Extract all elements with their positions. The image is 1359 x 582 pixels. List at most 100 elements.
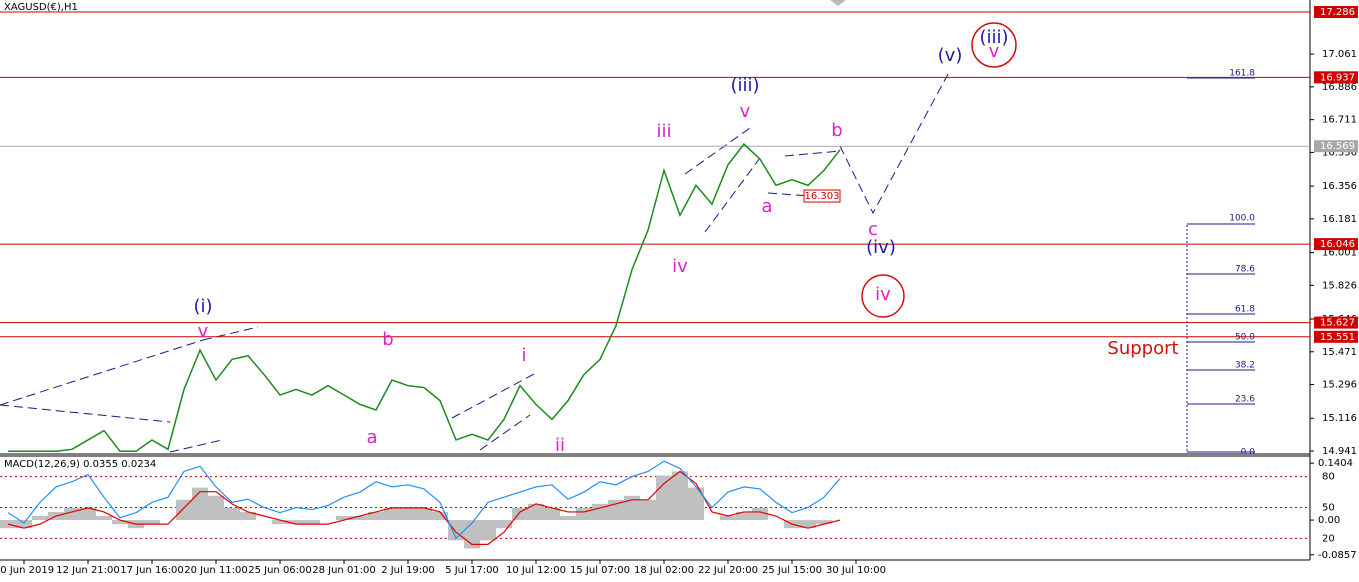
price-note-box xyxy=(803,189,841,203)
x-tick-label: 10 Jun 2019 xyxy=(0,565,54,576)
x-tick-label: 22 Jul 20:00 xyxy=(698,565,758,576)
histogram-bar xyxy=(544,507,560,521)
fib-label: 23.6 xyxy=(1235,395,1255,405)
histogram-bar xyxy=(736,511,752,521)
y-tick-label: 15.116 xyxy=(1322,413,1357,424)
x-tick-label: 25 Jul 15:00 xyxy=(762,565,822,576)
histogram-bar xyxy=(752,507,768,521)
x-tick-label: 20 Jun 11:00 xyxy=(184,565,248,576)
histogram-bar xyxy=(176,499,192,521)
histogram-bar xyxy=(352,516,368,521)
x-tick-label: 15 Jul 07:00 xyxy=(570,565,630,576)
histogram-bar xyxy=(144,520,160,525)
fib-label: 0.0 xyxy=(1241,448,1256,458)
level-label-box xyxy=(1314,238,1358,251)
histogram-bar xyxy=(688,487,704,521)
histogram-bar xyxy=(16,520,32,529)
level-label: 16.937 xyxy=(1320,72,1355,83)
y-tick-label: 15.296 xyxy=(1322,380,1357,391)
wave-label: v xyxy=(198,321,209,342)
wave-label: iv xyxy=(875,284,891,305)
histogram-bar xyxy=(272,520,288,525)
level-label: 15.627 xyxy=(1320,318,1355,329)
y-tick-label: 16.181 xyxy=(1322,214,1357,225)
y2-tick-label: 80 xyxy=(1322,472,1335,483)
fib-label: 78.6 xyxy=(1235,265,1255,275)
y-tick-label: 0.00 xyxy=(1318,515,1340,526)
level-label: 15.551 xyxy=(1320,332,1355,343)
histogram-bar xyxy=(640,499,656,521)
histogram-bar xyxy=(480,520,496,541)
histogram-bar xyxy=(208,495,224,521)
histogram-bar xyxy=(288,520,304,525)
histogram-bar xyxy=(576,507,592,521)
x-tick-label: 2 Jul 19:00 xyxy=(381,565,435,576)
y-tick-label: 16.001 xyxy=(1322,248,1357,259)
histogram-bar xyxy=(672,471,688,521)
wave-label: (iii) xyxy=(730,75,759,96)
indicator-line xyxy=(7,460,841,540)
wave-label: (iv) xyxy=(866,237,896,258)
histogram-bar xyxy=(32,516,48,521)
x-tick-label: 10 Jul 12:00 xyxy=(506,565,566,576)
wave-label: iv xyxy=(672,256,688,277)
wave-label: (i) xyxy=(193,296,212,317)
wave-label: a xyxy=(761,196,772,217)
histogram-bar xyxy=(112,520,128,525)
histogram-bar xyxy=(624,495,640,521)
wave-label: v xyxy=(740,101,751,122)
y2-tick-label: 20 xyxy=(1322,533,1335,544)
y-tick-label: 14.941 xyxy=(1322,446,1357,457)
trend-lines xyxy=(0,73,949,453)
level-label-box xyxy=(1314,330,1358,343)
histogram-bar xyxy=(560,516,576,521)
histogram-bar xyxy=(0,520,16,529)
x-tick-label: 18 Jul 02:00 xyxy=(634,565,694,576)
fib-label: 50.0 xyxy=(1235,333,1255,343)
x-tick-label: 5 Jul 17:00 xyxy=(445,565,499,576)
x-tick-label: 28 Jun 01:00 xyxy=(312,565,376,576)
wave-label: b xyxy=(831,120,842,141)
fib-grid xyxy=(1186,77,1255,453)
histogram-bar xyxy=(656,475,672,521)
y-tick-label: 16.536 xyxy=(1322,147,1357,158)
x-tick-label: 12 Jun 21:00 xyxy=(56,565,120,576)
wave-label: a xyxy=(366,427,377,448)
histogram-bar xyxy=(592,503,608,521)
histogram-bar xyxy=(336,516,352,521)
price-line xyxy=(8,143,841,452)
histogram-bar xyxy=(96,516,112,521)
wave-label: b xyxy=(382,329,393,350)
x-tick-label: 17 Jun 16:00 xyxy=(120,565,184,576)
level-label-box xyxy=(1314,140,1358,153)
y-tick-label: -0.0857 xyxy=(1318,550,1357,561)
y-tick-label: 16.711 xyxy=(1322,115,1357,126)
histogram-bar xyxy=(304,520,320,525)
scroll-marker xyxy=(830,0,846,6)
price-note: 16.303 xyxy=(805,191,840,202)
histogram-bar xyxy=(816,520,832,525)
histogram-bar xyxy=(496,520,512,529)
y-tick-label: 17.061 xyxy=(1322,49,1357,60)
x-tick-label: 30 Jul 10:00 xyxy=(826,565,886,576)
level-label: 17.286 xyxy=(1320,7,1355,18)
histogram-bar xyxy=(800,520,816,529)
histogram-bar xyxy=(400,507,416,521)
fib-label: 38.2 xyxy=(1235,361,1255,371)
wave-circle xyxy=(971,22,1017,68)
wave-label: (iii) xyxy=(979,27,1008,48)
wave-label: Support xyxy=(1107,338,1178,359)
y-tick-label: 0.1404 xyxy=(1318,458,1353,469)
wave-label: iii xyxy=(656,121,671,142)
y-tick-label: 15.471 xyxy=(1322,347,1357,358)
level-label-box xyxy=(1314,5,1358,18)
wave-label: c xyxy=(868,219,878,240)
fib-label: 161.8 xyxy=(1229,69,1255,79)
fib-label: 100.0 xyxy=(1229,214,1255,224)
level-label-box xyxy=(1314,71,1358,84)
y-tick-label: 16.356 xyxy=(1322,181,1357,192)
histogram-bar xyxy=(224,507,240,521)
histogram-bar xyxy=(384,507,400,521)
histogram-bar xyxy=(368,511,384,521)
